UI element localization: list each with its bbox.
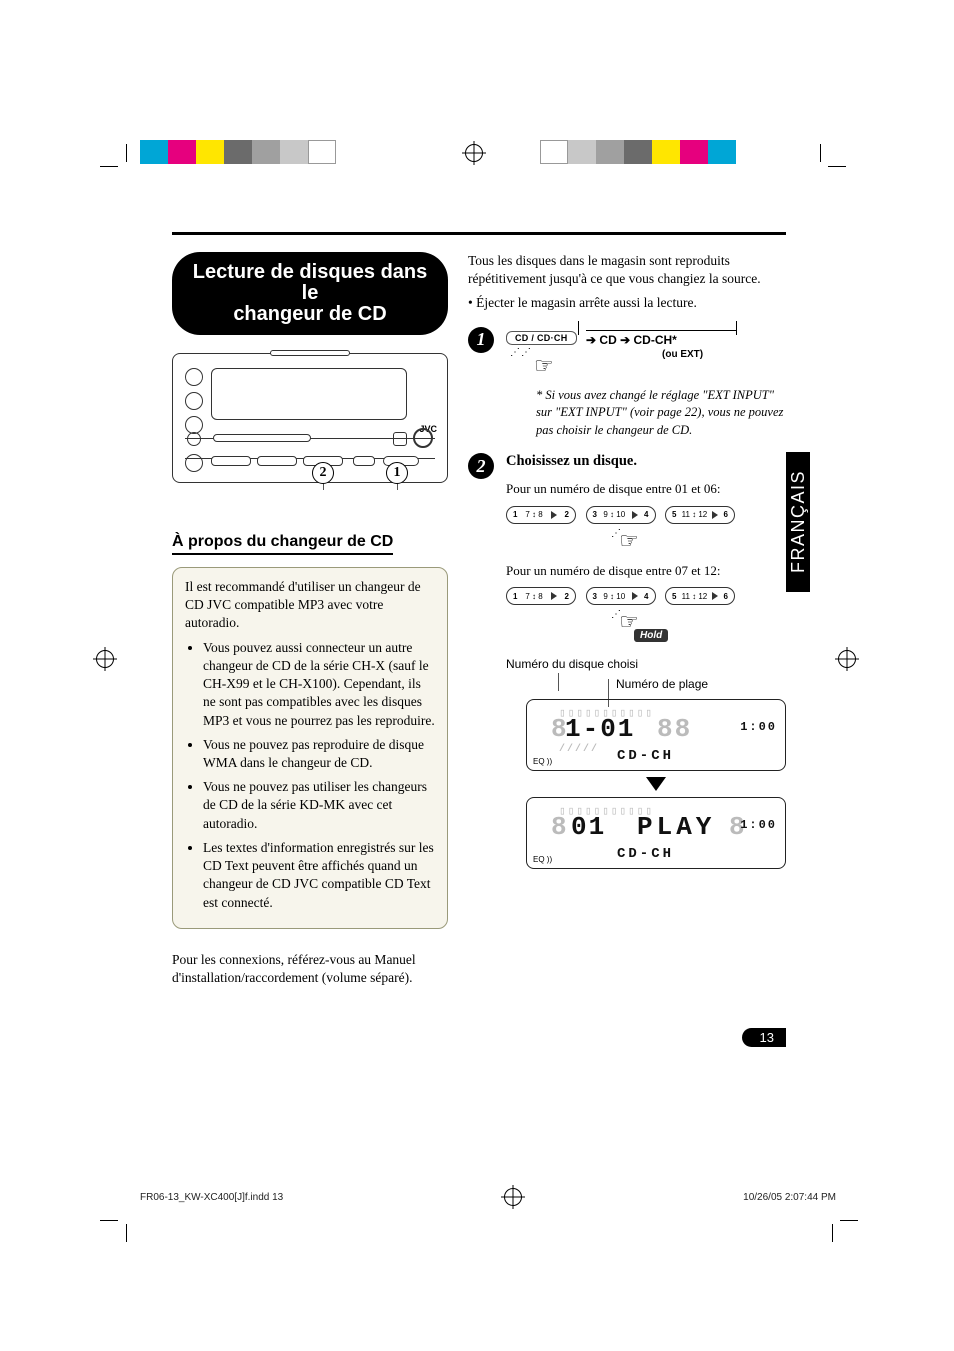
intro-bullet: • Éjecter le magasin arrête aussi la lec…	[468, 294, 786, 312]
info-item: Les textes d'information enregistrés sur…	[203, 839, 435, 912]
lcd-display-1: ▯▯▯▯▯▯▯▯▯▯▯ 1-01 8 88 1:00 ///// CD-CH E…	[526, 699, 786, 771]
section-title: Lecture de disques dans le changeur de C…	[172, 252, 448, 335]
eq-icon: EQ ))	[533, 757, 552, 766]
cd-button-chip: CD / CD·CH	[506, 331, 577, 345]
range-2: Pour un numéro de disque entre 07 et 12:	[506, 562, 786, 580]
registration-mark	[504, 1188, 522, 1206]
label-track-num: Numéro de plage	[616, 677, 708, 691]
print-footer: FR06-13_KW-XC400[J]f.indd 13 10/26/05 2:…	[140, 1188, 836, 1206]
callout-1: 1	[386, 462, 408, 484]
preset-button: 17 ↕ 82	[506, 587, 576, 605]
info-item: Vous pouvez aussi connecteur un autre ch…	[203, 639, 435, 730]
page-content: Lecture de disques dans le changeur de C…	[172, 252, 786, 987]
left-note: Pour les connexions, référez-vous au Man…	[172, 951, 448, 987]
source-sequence: CD / CD·CH ⋰⋰ ➔ CD ➔ CD-CH* (ou EXT)	[506, 327, 756, 379]
info-item: Vous ne pouvez pas reproduire de disque …	[203, 736, 435, 772]
preset-button: 511 ↕ 126	[665, 506, 735, 524]
left-column: Lecture de disques dans le changeur de C…	[172, 252, 448, 987]
page-number: 13	[742, 1028, 786, 1047]
step-badge-2: 2	[468, 453, 494, 479]
right-column: Tous les disques dans le magasin sont re…	[468, 252, 786, 987]
down-arrow-icon	[646, 777, 666, 791]
eq-icon: EQ ))	[533, 855, 552, 864]
step-badge-1: 1	[468, 327, 494, 353]
src-ext: (ou EXT)	[662, 349, 703, 360]
arrow-icon: ➔	[586, 333, 596, 347]
info-card: Il est recommandé d'utiliser un changeur…	[172, 567, 448, 929]
range-1: Pour un numéro de disque entre 01 et 06:	[506, 480, 786, 498]
lcd-display-2: ▯▯▯▯▯▯▯▯▯▯▯ 8 01 PLAY 8 1:00 CD-CH EQ ))	[526, 797, 786, 869]
preset-row-1: 17 ↕ 82 39 ↕ 104 511 ↕ 126	[506, 506, 786, 524]
label-disc-chosen: Numéro du disque choisi	[506, 657, 638, 671]
step2-title: Choisissez un disque.	[506, 453, 786, 470]
print-marks-top	[0, 140, 954, 176]
arrow-icon: ➔	[620, 333, 630, 347]
preset-button: 39 ↕ 104	[586, 506, 656, 524]
callout-2: 2	[312, 462, 334, 484]
preset-button: 17 ↕ 82	[506, 506, 576, 524]
color-bars-right	[540, 140, 736, 164]
step-1: 1 CD / CD·CH ⋰⋰ ➔ CD ➔ CD-CH* (ou EX	[468, 327, 786, 440]
preset-button: 39 ↕ 104	[586, 587, 656, 605]
step-2: 2 Choisissez un disque. Pour un numéro d…	[468, 453, 786, 873]
subheading: À propos du changeur de CD	[172, 533, 393, 555]
hold-tag: Hold	[634, 629, 668, 642]
section-title-line1: Lecture de disques dans le	[184, 262, 436, 304]
header-rule	[172, 232, 786, 235]
press-icon	[618, 530, 640, 552]
preset-row-2: 17 ↕ 82 39 ↕ 104 511 ↕ 126	[506, 587, 786, 605]
right-intro: Tous les disques dans le magasin sont re…	[468, 252, 786, 313]
press-icon	[534, 355, 556, 377]
preset-button: 511 ↕ 126	[665, 587, 735, 605]
section-title-line2: changeur de CD	[184, 304, 436, 325]
step1-footnote: * Si vous avez changé le réglage "EXT IN…	[536, 387, 786, 440]
intro-text: Tous les disques dans le magasin sont re…	[468, 252, 786, 288]
footer-file: FR06-13_KW-XC400[J]f.indd 13	[140, 1192, 283, 1203]
car-stereo-illustration: JVC	[172, 353, 448, 483]
src-cd: CD	[599, 333, 616, 347]
registration-mark	[465, 144, 483, 162]
footer-stamp: 10/26/05 2:07:44 PM	[743, 1192, 836, 1203]
info-item: Vous ne pouvez pas utiliser les changeur…	[203, 778, 435, 833]
color-bars-left	[140, 140, 336, 164]
info-lead: Il est recommandé d'utiliser un changeur…	[185, 578, 435, 633]
src-cdch: CD-CH*	[634, 333, 677, 347]
language-tab: FRANÇAIS	[786, 452, 810, 592]
crop-mark	[100, 144, 134, 178]
crop-mark	[820, 144, 854, 178]
